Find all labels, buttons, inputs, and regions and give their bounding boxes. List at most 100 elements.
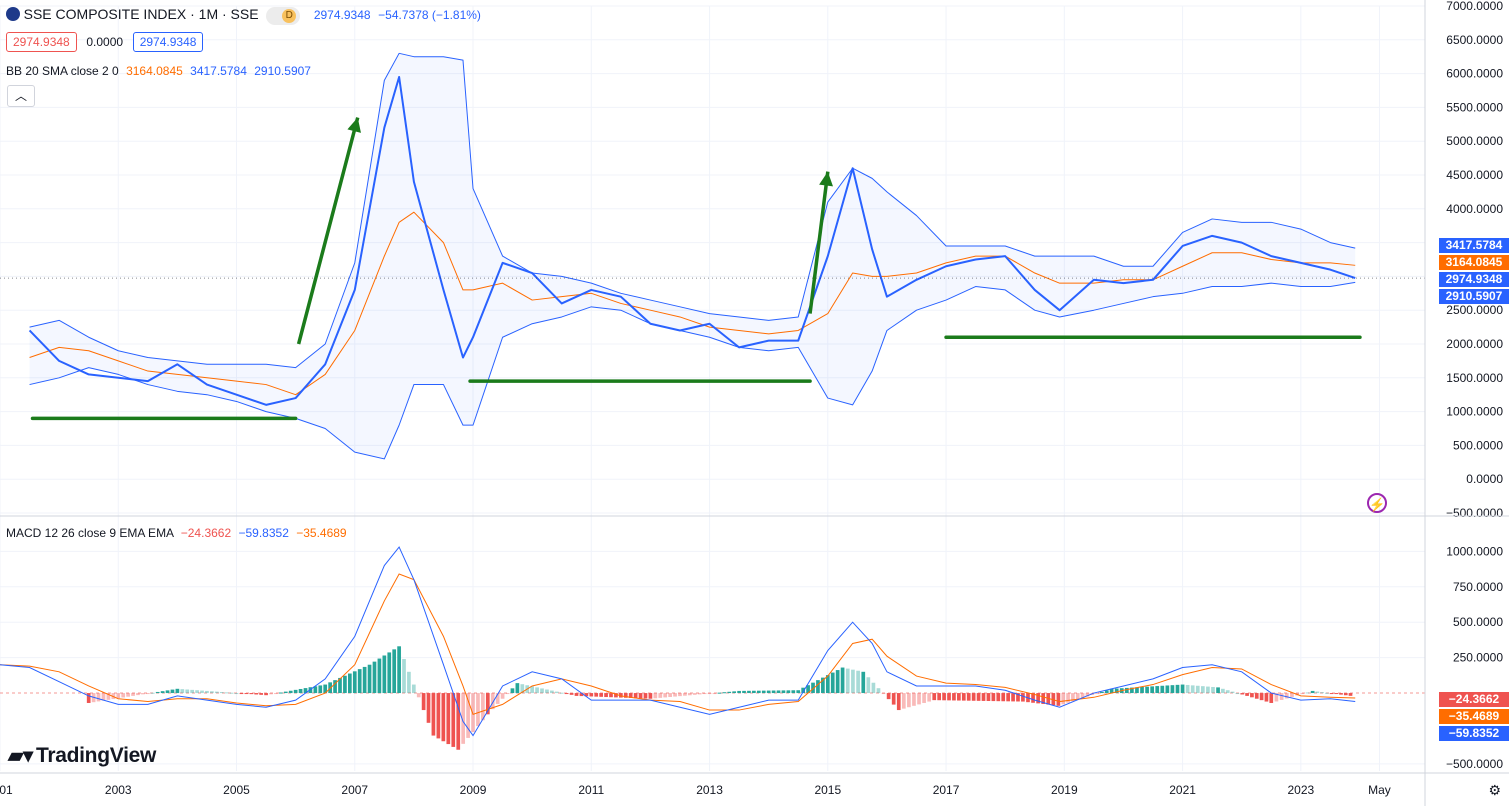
macd-histogram-bar <box>308 687 313 694</box>
macd-y-tick-label: −500.0000 <box>1446 757 1503 771</box>
macd-histogram-bar <box>441 693 446 742</box>
collapse-legend-button[interactable]: ︿ <box>7 85 35 107</box>
macd-histogram-bar <box>136 693 140 696</box>
interval-badge[interactable]: D <box>266 6 301 25</box>
macd-histogram-bar <box>791 690 796 694</box>
macd-histogram-bar <box>362 666 367 694</box>
macd-histogram-bar <box>952 693 956 701</box>
macd-histogram-bar <box>131 693 135 696</box>
macd-histogram-bar <box>288 690 293 694</box>
macd-histogram-bar <box>961 693 966 701</box>
macd-histogram-bar <box>856 670 860 694</box>
macd-histogram-bar <box>347 673 352 694</box>
macd-histogram-bar <box>761 690 766 694</box>
y-tick-label: −500.0000 <box>1446 506 1503 520</box>
macd-histogram-bar <box>707 693 712 695</box>
macd-histogram-bar <box>431 693 436 736</box>
macd-histogram-bar <box>229 692 234 694</box>
macd-legend[interactable]: MACD 12 26 close 9 EMA EMA −24.3662 −59.… <box>6 526 347 540</box>
macd-histogram-bar <box>269 693 273 695</box>
y-tick-label: 2500.0000 <box>1446 303 1503 317</box>
macd-histogram-bar <box>446 693 451 745</box>
macd-histogram-bar <box>1190 685 1195 694</box>
macd-histogram-bar <box>1075 693 1080 700</box>
macd-histogram-bar <box>224 692 229 694</box>
x-tick-label: 01 <box>0 783 13 797</box>
macd-histogram-bar <box>402 659 406 694</box>
y-tick-label: 5000.0000 <box>1446 134 1503 148</box>
trend-arrow-head <box>819 171 834 187</box>
macd-histogram-bar <box>678 693 682 697</box>
settings-gear-icon[interactable]: ⚙ <box>1488 782 1501 798</box>
macd-y-tick-label: 1000.0000 <box>1446 544 1503 558</box>
x-tick-label: 2009 <box>460 783 487 797</box>
macd-histogram-bar <box>1269 693 1274 703</box>
macd-histogram-bar <box>1339 693 1343 695</box>
macd-histogram-bar <box>947 693 951 701</box>
macd-histogram-bar <box>1211 686 1215 694</box>
macd-histogram-bar <box>264 693 268 696</box>
macd-histogram-bar <box>771 690 776 694</box>
macd-histogram-bar <box>702 693 707 695</box>
macd-histogram-bar <box>1100 691 1104 694</box>
macd-y-tick-label: 250.0000 <box>1453 651 1503 665</box>
macd-histogram-bar <box>318 685 323 694</box>
macd-histogram-bar <box>559 692 564 694</box>
macd-histogram-bar <box>476 693 480 727</box>
macd-histogram-bar <box>1041 693 1046 704</box>
macd-histogram-bar <box>712 693 717 695</box>
macd-histogram-bar <box>986 693 991 702</box>
band-fill <box>29 53 1356 459</box>
macd-histogram-bar <box>901 693 906 709</box>
macd-histogram-bar <box>451 693 456 747</box>
macd-histogram-bar <box>219 691 224 694</box>
macd-histogram-bar <box>1348 693 1353 696</box>
y-tick-label: 2000.0000 <box>1446 337 1503 351</box>
x-tick-label: 2013 <box>696 783 723 797</box>
macd-histogram-bar <box>907 693 911 708</box>
macd-histogram-bar <box>495 693 500 704</box>
macd-histogram-bar <box>871 682 876 694</box>
macd-histogram-bar <box>1310 690 1315 694</box>
macd-histogram-bar <box>1250 693 1254 698</box>
macd-histogram-bar <box>116 693 121 699</box>
macd-histogram-bar <box>190 689 195 694</box>
macd-histogram-bar <box>653 693 658 699</box>
y-tick-label: 4500.0000 <box>1446 168 1503 182</box>
macd-histogram-bar <box>658 693 663 698</box>
macd-histogram-bar <box>623 693 628 698</box>
bid-box[interactable]: 2974.9348 <box>6 32 77 52</box>
ask-box[interactable]: 2974.9348 <box>132 32 204 52</box>
trend-annotations <box>30 117 1362 421</box>
macd-histogram-bar <box>1206 686 1210 694</box>
macd-histogram-bar <box>886 693 891 700</box>
macd-histogram-bar <box>1036 693 1040 704</box>
macd-histogram-bar <box>1140 686 1144 694</box>
macd-histogram-bar <box>397 646 401 694</box>
macd-histogram-bar <box>1334 693 1339 695</box>
symbol-title[interactable]: SSE COMPOSITE INDEX · 1M · SSE <box>23 6 259 22</box>
macd-histogram-bar <box>569 693 574 695</box>
macd-histogram-bar <box>313 686 318 694</box>
macd-histogram-bar <box>912 693 916 706</box>
macd-histogram-bar <box>1274 693 1279 702</box>
x-tick-label: 2019 <box>1051 783 1078 797</box>
macd-histogram-bar <box>927 693 932 702</box>
bb-label: BB 20 SMA close 2 0 <box>6 64 119 78</box>
macd-histogram-bar <box>692 693 697 695</box>
macd-histogram-bar <box>648 693 653 699</box>
macd-histogram-bar <box>150 692 155 694</box>
macd-histogram-bar <box>1160 685 1165 694</box>
macd-histogram-bar <box>835 670 840 694</box>
macd-label: MACD 12 26 close 9 EMA EMA <box>6 526 174 540</box>
macd-histogram-bar <box>1284 693 1289 699</box>
macd-histogram-bar <box>932 693 937 701</box>
macd-histogram-bar <box>742 690 746 694</box>
price-change: −54.7378 (−1.81%) <box>378 8 481 22</box>
lightning-icon[interactable]: ⚡ <box>1367 493 1387 513</box>
bb-basis-value: 3164.0845 <box>126 64 183 78</box>
bb-legend[interactable]: BB 20 SMA close 2 0 3164.0845 3417.5784 … <box>6 64 311 78</box>
macd-histogram-bar <box>210 691 214 694</box>
macd-histogram-bar <box>520 684 525 694</box>
